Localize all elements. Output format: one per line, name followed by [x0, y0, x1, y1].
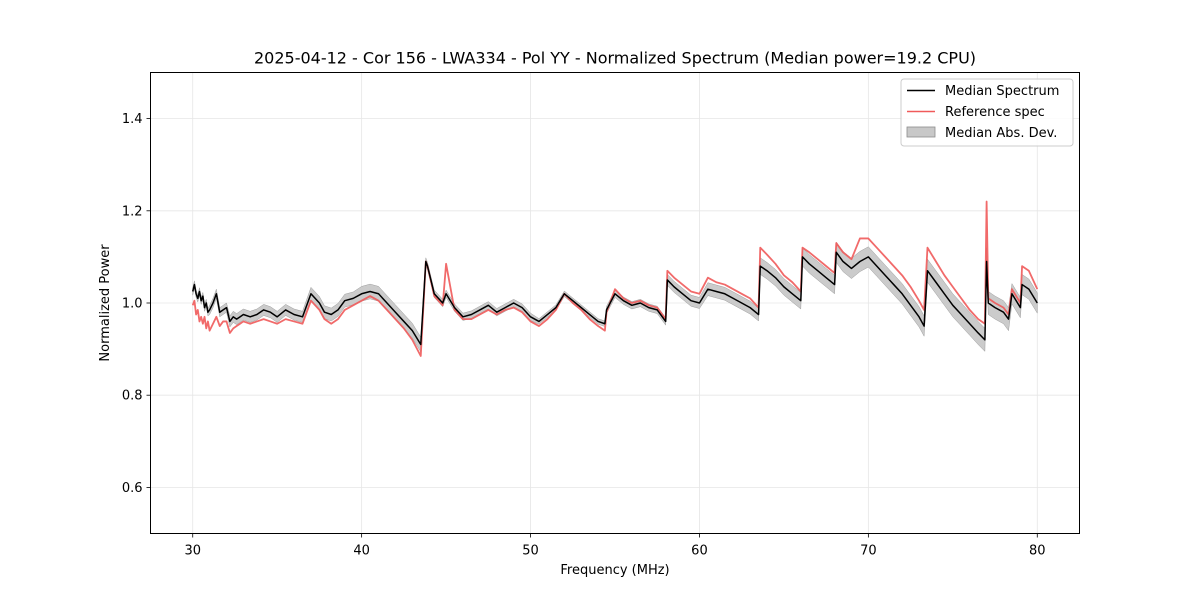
reference-spec-line: [191, 200, 1039, 357]
chart-title: 2025-04-12 - Cor 156 - LWA334 - Pol YY -…: [254, 49, 976, 68]
series-median-spectrum: [192, 251, 1038, 346]
series-reference-spec: [191, 200, 1039, 357]
legend-label-median: Median Spectrum: [945, 84, 1059, 99]
x-tick-label: 60: [691, 544, 708, 559]
legend-box: [900, 78, 1074, 147]
y-axis-label: Normalized Power: [98, 244, 113, 362]
x-tick-label: 50: [522, 544, 539, 559]
y-tick-label: 0.8: [122, 389, 143, 404]
x-axis-ticks: 30 40 50 60 70 80: [184, 533, 1046, 559]
legend: Median Spectrum Reference spec Median Ab…: [900, 78, 1074, 147]
legend-label-reference: Reference spec: [945, 105, 1045, 120]
x-axis-label: Frequency (MHz): [560, 563, 669, 578]
legend-swatch-mad: [906, 126, 936, 138]
y-tick-label: 1.4: [122, 112, 143, 127]
x-tick-label: 30: [184, 544, 201, 559]
x-tick-label: 80: [1029, 544, 1046, 559]
median-spectrum-line: [192, 251, 1038, 346]
y-axis-ticks: 0.6 0.8 1.0 1.2 1.4: [122, 112, 151, 496]
x-tick-label: 70: [860, 544, 877, 559]
y-tick-label: 1.2: [122, 204, 143, 219]
y-tick-label: 1.0: [122, 297, 143, 312]
legend-label-mad: Median Abs. Dev.: [945, 126, 1057, 141]
x-tick-label: 40: [353, 544, 370, 559]
y-tick-label: 0.6: [122, 481, 143, 496]
